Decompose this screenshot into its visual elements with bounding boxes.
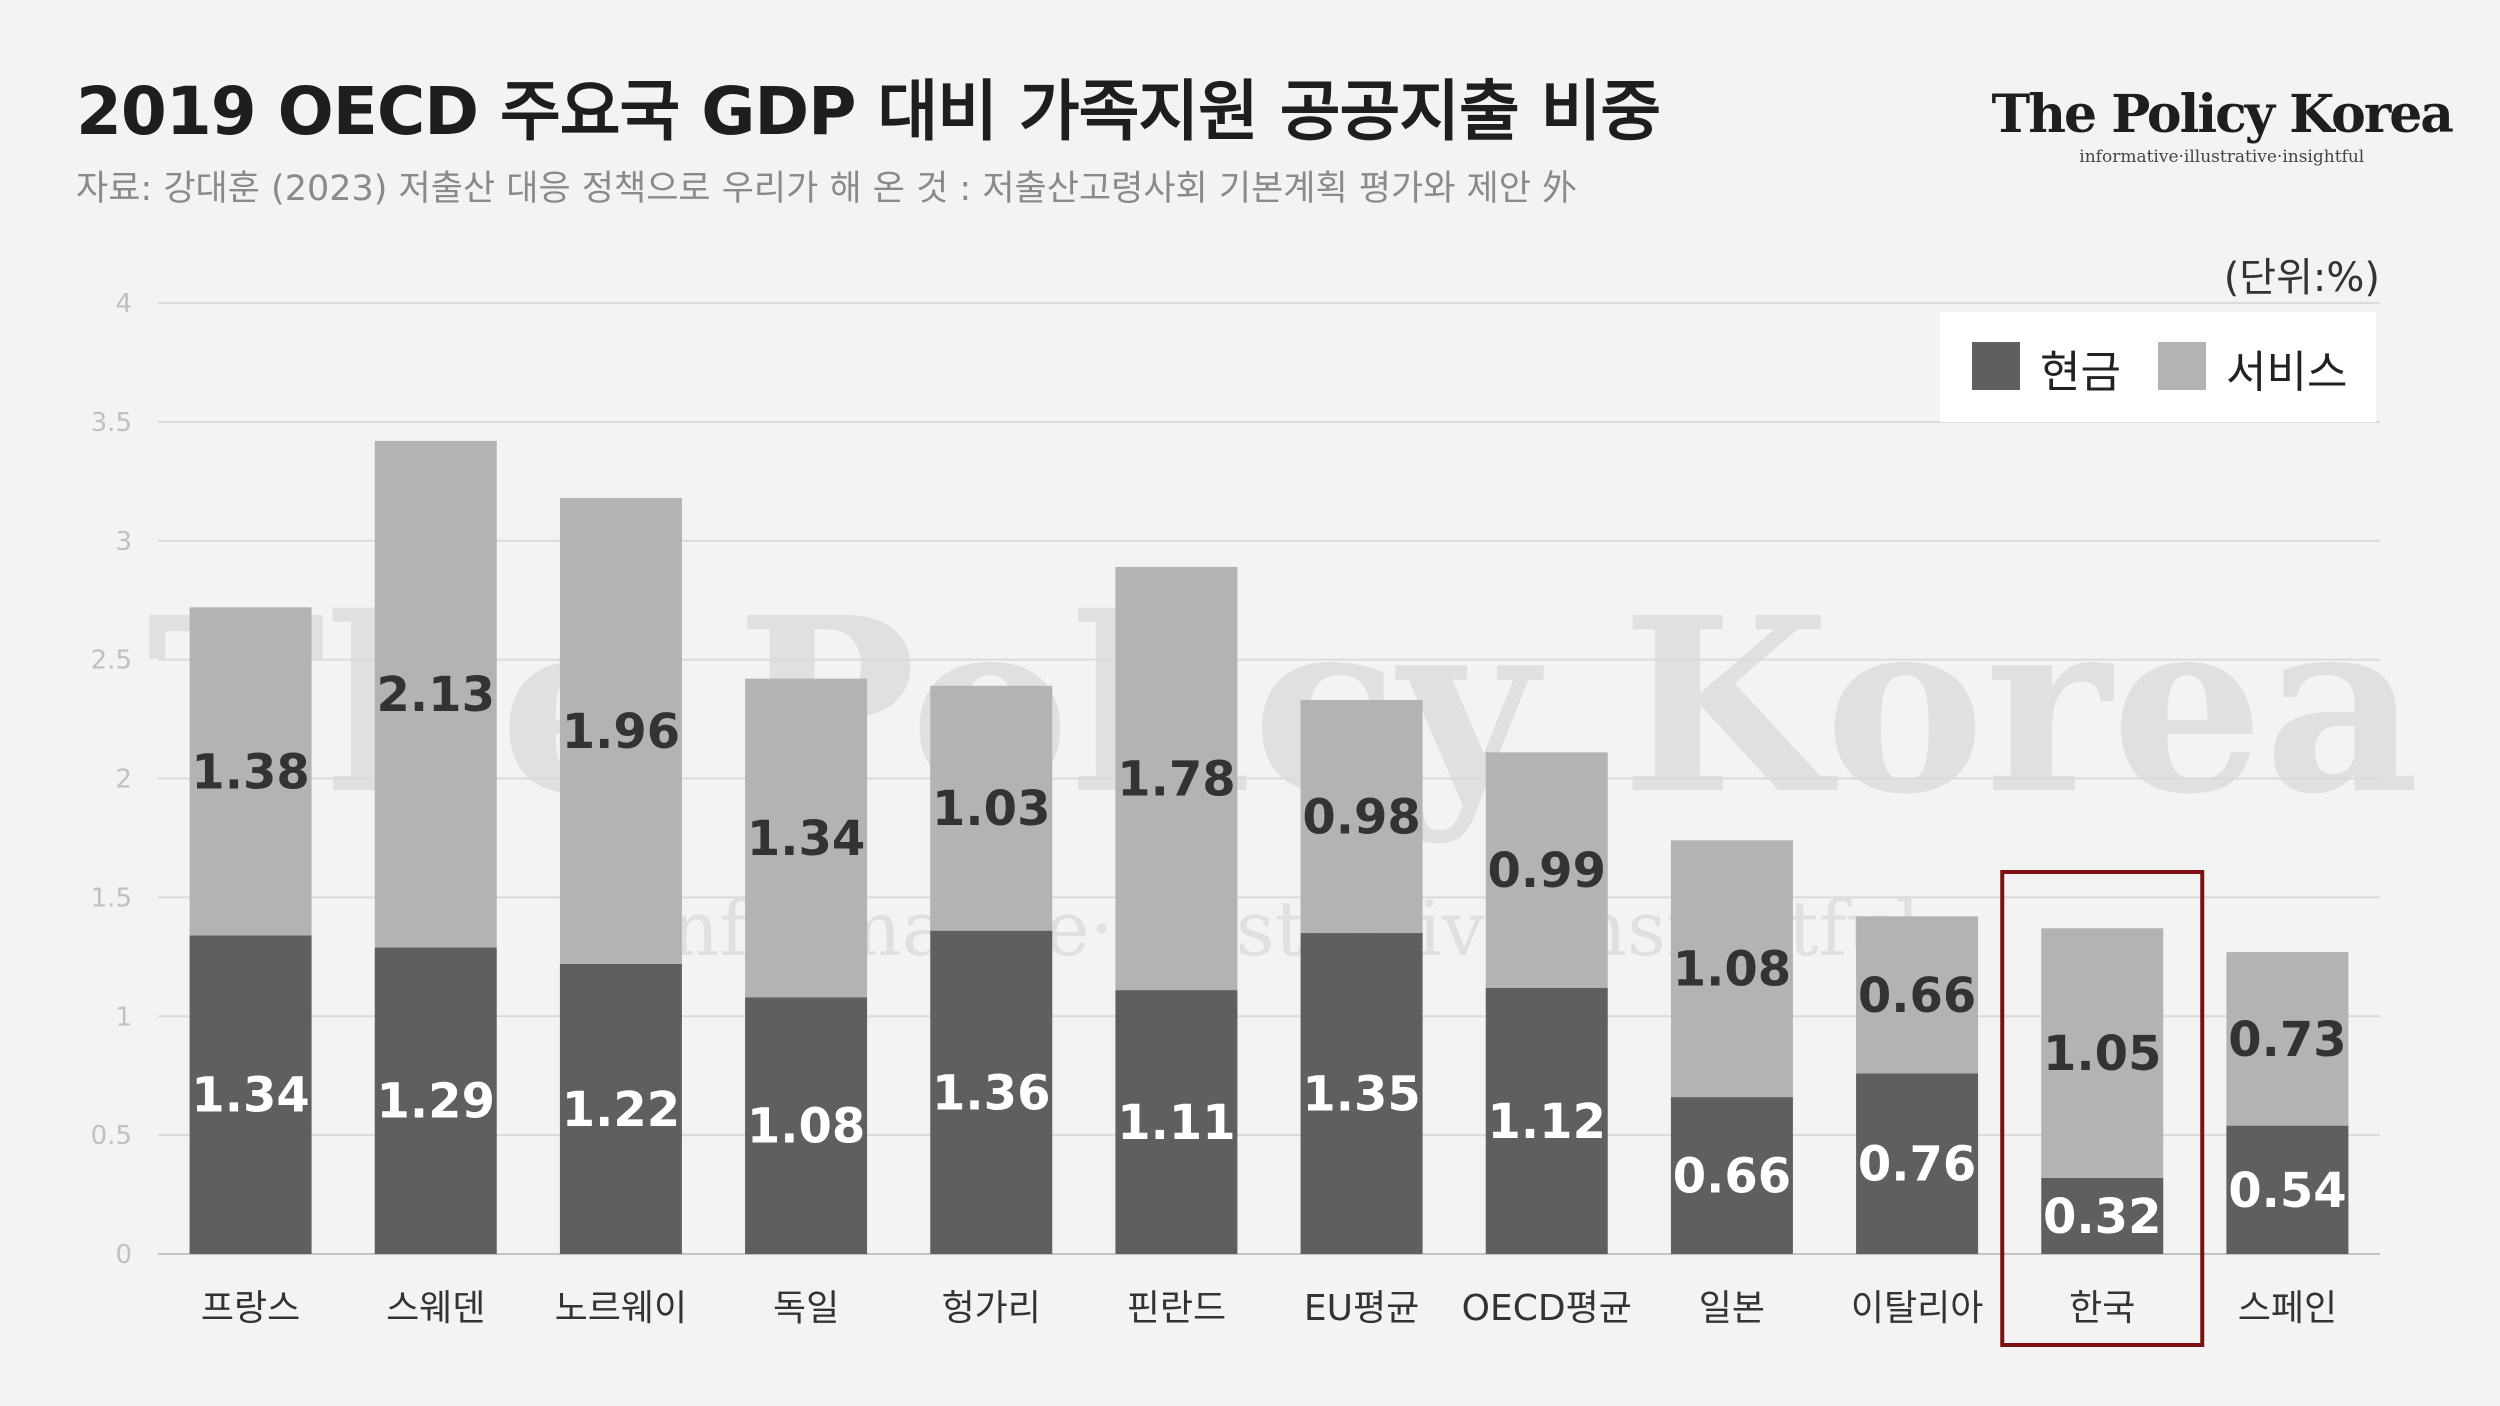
data-label-service: 0.98 bbox=[1302, 790, 1420, 846]
brand-logo: The Policy Korea informative·illustrativ… bbox=[1991, 84, 2454, 167]
x-tick-label: 스웨덴 bbox=[386, 1288, 485, 1329]
legend-swatch-service bbox=[2158, 342, 2206, 390]
x-tick-label: OECD평균 bbox=[1462, 1288, 1632, 1329]
bar-cash bbox=[2041, 1177, 2164, 1254]
data-label-service: 0.66 bbox=[1858, 968, 1976, 1024]
data-label-service: 1.34 bbox=[747, 811, 865, 867]
x-tick-label: 스페인 bbox=[2238, 1288, 2337, 1329]
legend-swatch-cash bbox=[1972, 342, 2020, 390]
legend: 현금 서비스 bbox=[1940, 312, 2376, 422]
data-label-service: 1.38 bbox=[191, 744, 309, 800]
unit-label: (단위:%) bbox=[2223, 255, 2380, 301]
x-tick-label: 프랑스 bbox=[201, 1288, 300, 1329]
data-label-cash: 1.08 bbox=[747, 1099, 865, 1155]
data-label-service: 0.99 bbox=[1488, 843, 1606, 899]
legend-label-service: 서비스 bbox=[2226, 347, 2348, 398]
bar-service bbox=[1670, 840, 1793, 1098]
bar-cash bbox=[189, 935, 312, 1254]
bar-cash bbox=[1300, 933, 1423, 1254]
chart-title: 2019 OECD 주요국 GDP 대비 가족지원 공공지출 비중 bbox=[76, 73, 1661, 150]
bars bbox=[189, 440, 2349, 1254]
data-label-service: 1.96 bbox=[562, 704, 680, 760]
bar-service bbox=[1300, 700, 1423, 934]
legend-label-cash: 현금 bbox=[2040, 347, 2121, 398]
x-tick-label: 핀란드 bbox=[1127, 1288, 1226, 1329]
data-label-cash: 1.11 bbox=[1117, 1095, 1235, 1151]
data-label-cash: 1.35 bbox=[1302, 1067, 1420, 1123]
data-label-cash: 0.76 bbox=[1858, 1137, 1976, 1193]
x-tick-label: 일본 bbox=[1699, 1288, 1765, 1329]
y-axis-ticks: 0 0.5 1 1.5 2 2.5 3 3.5 4 bbox=[91, 289, 132, 1270]
x-tick-label: 독일 bbox=[773, 1288, 839, 1329]
bar-service bbox=[374, 440, 497, 948]
x-axis-ticks: 프랑스 스웨덴 노르웨이 독일 헝가리 핀란드 EU평균 OECD평균 일본 이탈리아 한국 스페인 bbox=[201, 1288, 2337, 1329]
bar-service bbox=[1115, 566, 1238, 991]
data-label-cash: 1.34 bbox=[191, 1068, 309, 1124]
x-tick-label: 한국 bbox=[2069, 1288, 2135, 1329]
y-tick-label: 1 bbox=[115, 1002, 132, 1032]
bar-cash bbox=[559, 963, 682, 1254]
bar-cash bbox=[1485, 987, 1608, 1254]
bar-cash bbox=[1856, 1073, 1979, 1254]
bar-service bbox=[745, 678, 868, 998]
bar-service bbox=[1485, 752, 1608, 988]
bar-service bbox=[2226, 952, 2349, 1126]
y-tick-label: 2 bbox=[115, 765, 132, 795]
y-tick-label: 3.5 bbox=[91, 408, 132, 438]
y-tick-label: 1.5 bbox=[91, 883, 132, 913]
bar-service bbox=[1856, 916, 1979, 1074]
data-label-cash: 0.54 bbox=[2228, 1163, 2346, 1219]
bar-cash bbox=[2226, 1125, 2349, 1254]
data-label-cash: 0.66 bbox=[1673, 1149, 1791, 1205]
y-tick-label: 4 bbox=[115, 289, 132, 319]
x-tick-label: 노르웨이 bbox=[555, 1288, 687, 1329]
bar-service bbox=[189, 607, 312, 936]
brand-tagline: informative·illustrative·insightful bbox=[2079, 147, 2365, 167]
bar-cash bbox=[1670, 1097, 1793, 1254]
data-label-cash: 1.22 bbox=[562, 1082, 680, 1138]
y-tick-label: 0 bbox=[115, 1240, 132, 1270]
x-tick-label: 이탈리아 bbox=[1851, 1288, 1983, 1329]
bar-cash bbox=[374, 947, 497, 1254]
watermark-name: The Policy Korea bbox=[147, 565, 2420, 847]
highlight-box bbox=[2000, 870, 2205, 1347]
data-label-cash: 0.32 bbox=[2043, 1189, 2161, 1245]
data-label-cash: 1.36 bbox=[932, 1065, 1050, 1121]
gridlines bbox=[158, 302, 2380, 1255]
data-labels: 1.34 1.38 1.29 2.13 1.22 1.96 1.08 1.34 1.36 1.03… bbox=[191, 667, 2346, 1245]
data-label-service: 1.08 bbox=[1673, 942, 1791, 998]
data-label-service: 1.03 bbox=[932, 781, 1050, 837]
bar-cash bbox=[930, 930, 1053, 1254]
data-label-cash: 1.12 bbox=[1488, 1094, 1606, 1150]
bar-cash bbox=[1115, 990, 1238, 1254]
bar-service bbox=[2041, 928, 2164, 1178]
y-tick-label: 0.5 bbox=[91, 1121, 132, 1151]
chart-source: 자료: 강대훈 (2023) 저출산 대응 정책으로 우리가 해 온 것 : 저… bbox=[76, 169, 1578, 209]
data-label-service: 0.73 bbox=[2228, 1012, 2346, 1068]
bar-service bbox=[559, 497, 682, 964]
data-label-service: 1.78 bbox=[1117, 752, 1235, 808]
bar-service bbox=[930, 685, 1053, 931]
data-label-service: 1.05 bbox=[2043, 1026, 2161, 1082]
y-tick-label: 3 bbox=[115, 527, 132, 557]
y-tick-label: 2.5 bbox=[91, 646, 132, 676]
x-tick-label: EU평균 bbox=[1304, 1288, 1419, 1329]
x-tick-label: 헝가리 bbox=[942, 1288, 1041, 1329]
data-label-service: 2.13 bbox=[377, 667, 495, 723]
bar-cash bbox=[745, 997, 868, 1254]
brand-name: The Policy Korea bbox=[1991, 84, 2454, 145]
data-label-cash: 1.29 bbox=[377, 1074, 495, 1130]
